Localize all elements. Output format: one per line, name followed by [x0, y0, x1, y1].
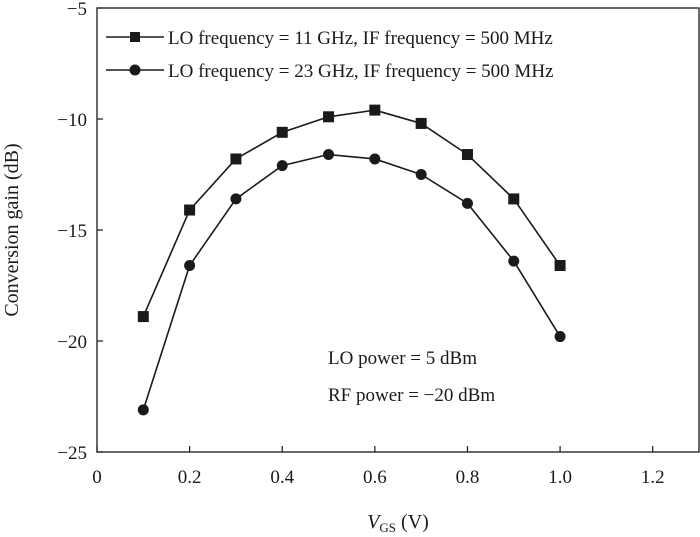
data-point-series-2: [323, 149, 335, 161]
data-point-series-2: [230, 193, 242, 205]
y-tick-label: −20: [57, 332, 87, 353]
data-point-series-1: [461, 149, 473, 161]
series-line-2: [142, 153, 561, 411]
y-tick-label: −5: [67, 0, 87, 20]
legend: LO frequency = 11 GHz, IF frequency = 50…: [106, 28, 553, 82]
series-layer: [137, 104, 566, 416]
x-axis-title: VGS (V): [367, 511, 429, 535]
x-tick-label: 0.8: [456, 467, 480, 488]
legend-label-series-1: LO frequency = 11 GHz, IF frequency = 50…: [168, 28, 553, 49]
annotation-lo-power: LO power = 5 dBm: [328, 348, 477, 369]
data-point-series-1: [184, 204, 196, 216]
legend-circle-marker-icon: [129, 64, 141, 76]
x-tick-label: 1.0: [548, 467, 572, 488]
legend-label-series-2: LO frequency = 23 GHz, IF frequency = 50…: [168, 61, 553, 82]
data-point-series-2: [508, 255, 520, 267]
x-tick-label: 1.2: [641, 467, 665, 488]
data-point-series-1: [276, 126, 288, 138]
data-point-series-1: [137, 311, 149, 323]
x-tick-label: 0.2: [178, 467, 202, 488]
x-tick-label: 0: [92, 467, 102, 488]
data-point-series-2: [276, 160, 288, 172]
data-point-series-2: [184, 260, 196, 272]
data-point-series-2: [554, 331, 566, 343]
data-point-series-1: [230, 153, 242, 165]
data-point-series-2: [137, 404, 149, 416]
y-tick-label: −10: [57, 110, 87, 131]
data-point-series-1: [508, 193, 520, 205]
data-point-series-1: [323, 111, 335, 123]
y-axis-ticks: −25 −20 −15 −10 −5: [57, 0, 103, 464]
x-tick-label: 0.4: [270, 467, 294, 488]
data-point-series-2: [415, 169, 427, 180]
data-point-series-1: [554, 260, 566, 272]
data-point-series-2: [461, 197, 473, 209]
data-point-series-1: [369, 104, 381, 116]
x-tick-label: 0.6: [363, 467, 387, 488]
y-tick-label: −25: [57, 443, 87, 464]
annotation-rf-power: RF power = −20 dBm: [328, 385, 495, 406]
data-point-series-2: [369, 153, 381, 165]
legend-square-marker-icon: [130, 32, 140, 42]
series-line-1: [142, 109, 561, 317]
y-axis-title: Conversion gain (dB): [1, 143, 23, 316]
x-axis-ticks: 0 0.2 0.4 0.6 0.8 1.0 1.2: [92, 446, 665, 488]
y-tick-label: −15: [57, 221, 87, 242]
data-point-series-1: [415, 117, 427, 129]
